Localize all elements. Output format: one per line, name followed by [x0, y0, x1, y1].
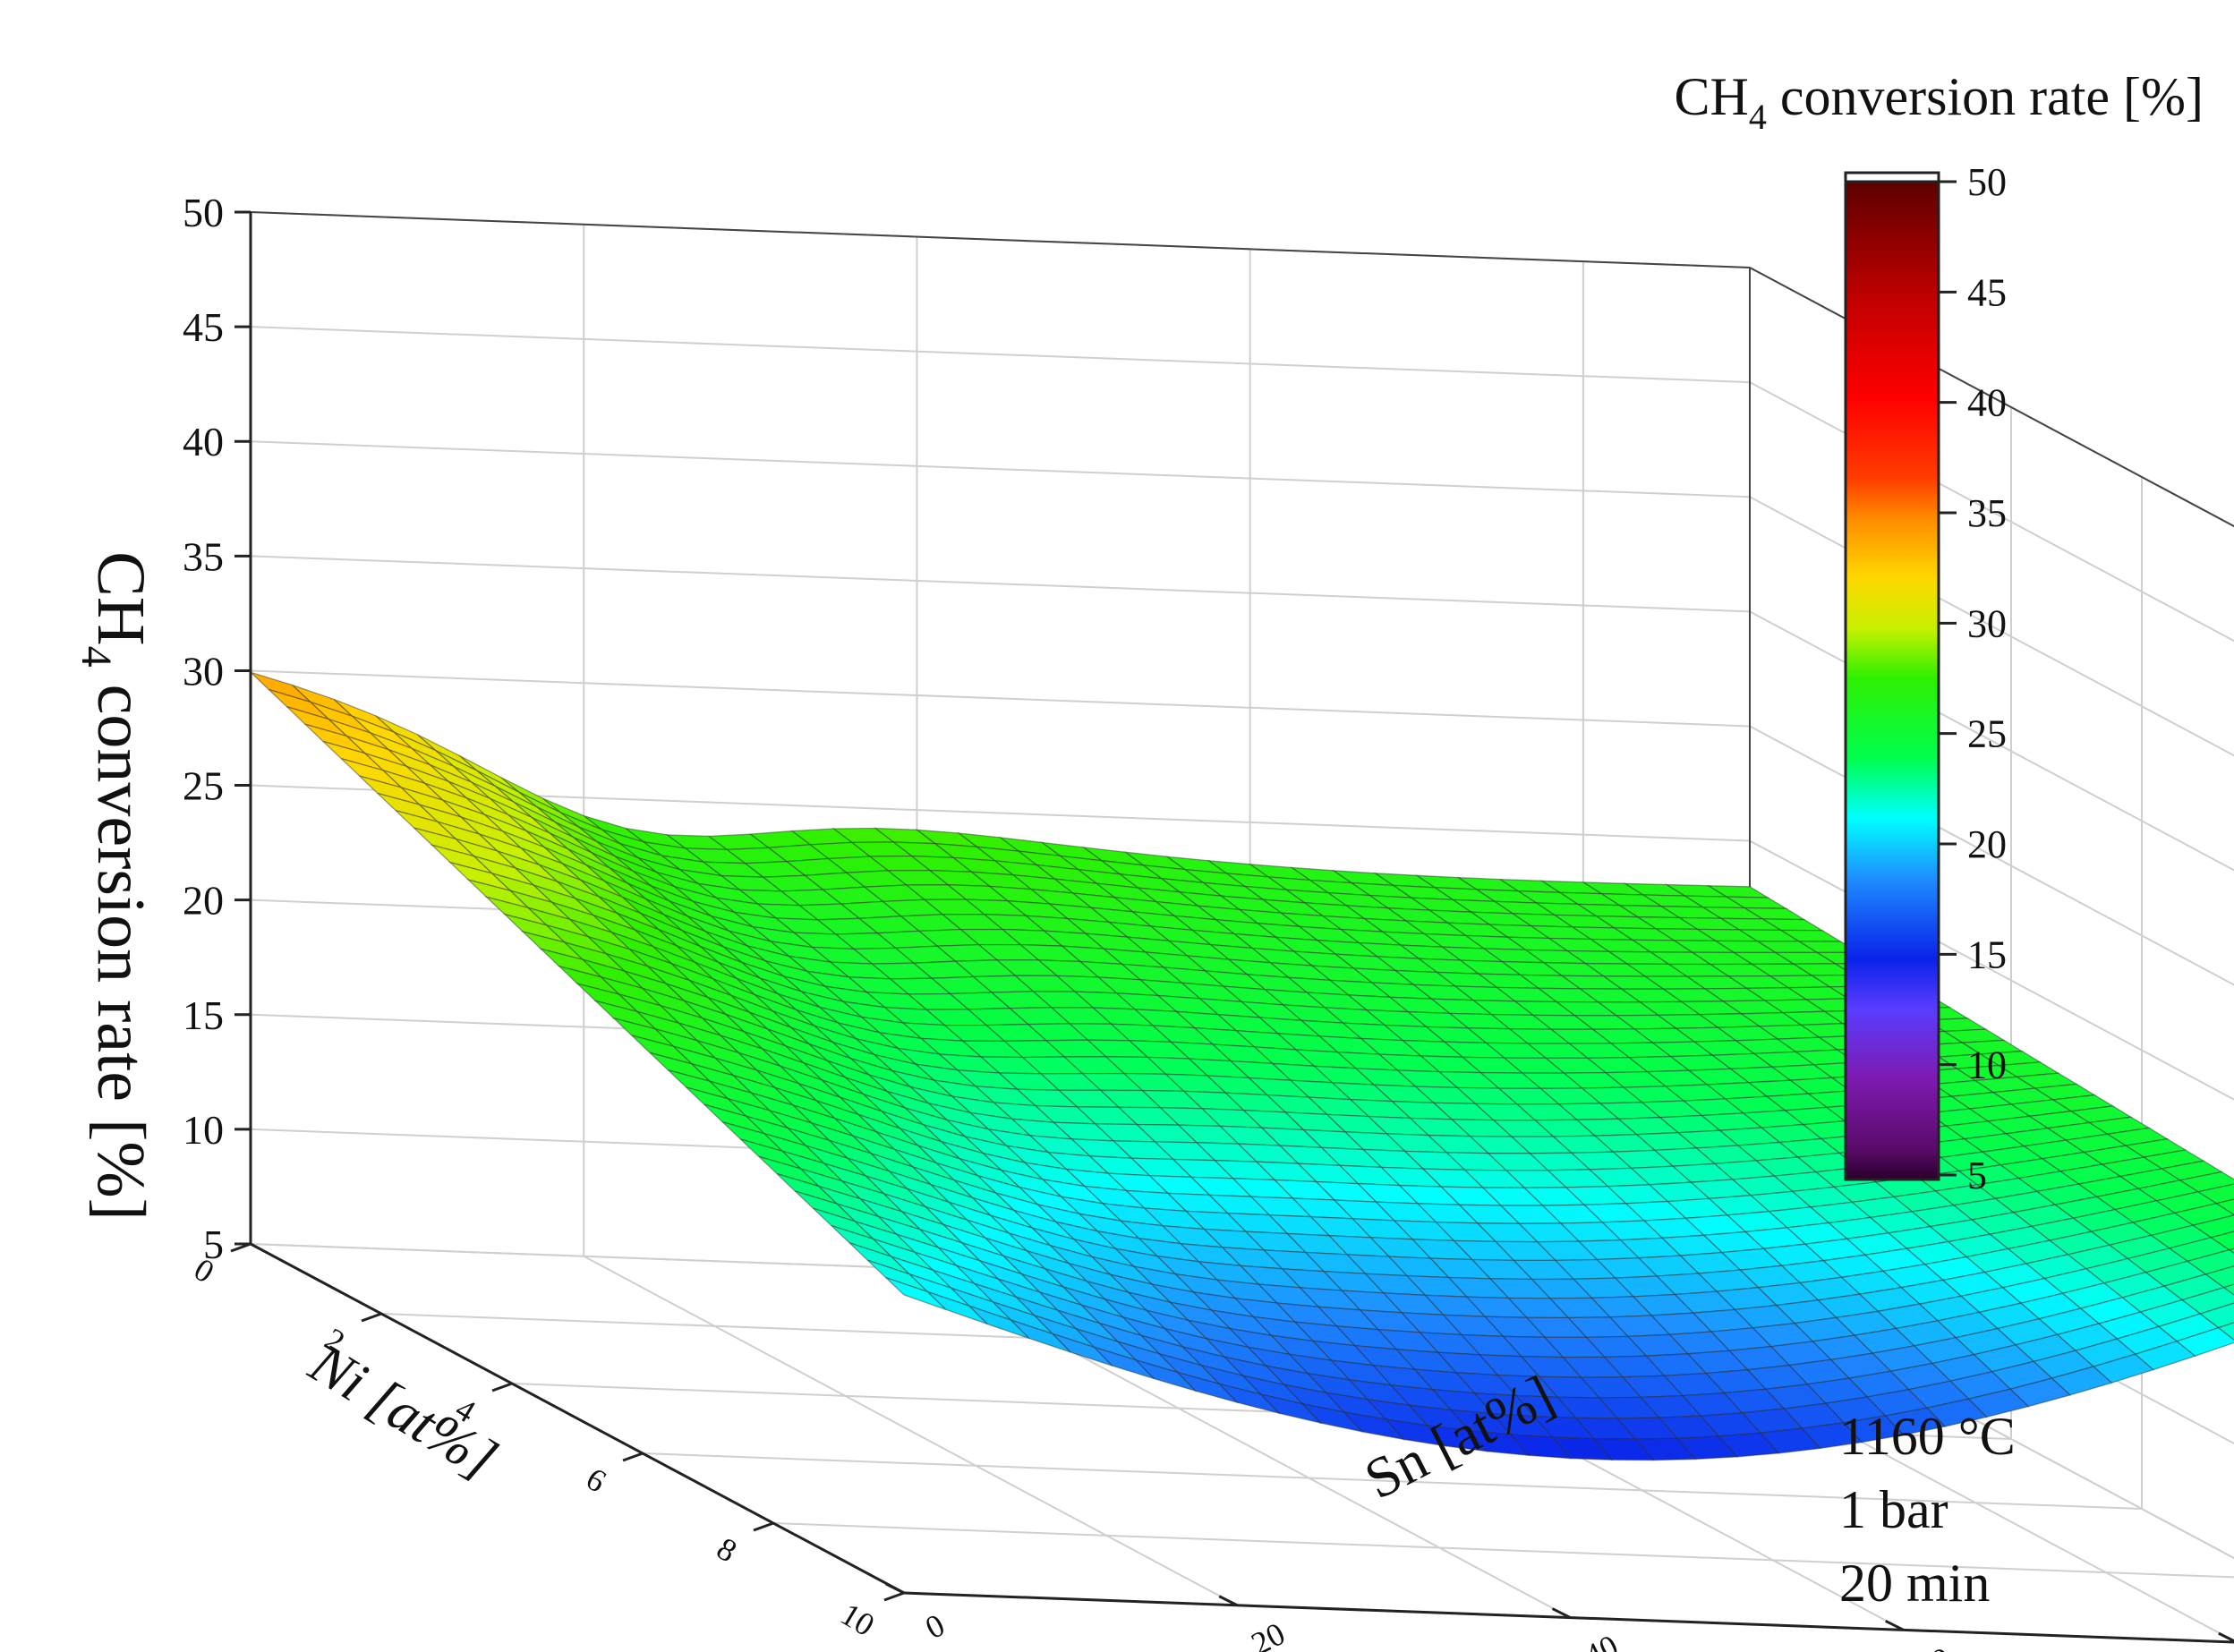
x-tick: [883, 1591, 905, 1602]
x-axis-label: Ni [at%]: [299, 1331, 508, 1492]
x-tick-label: 10: [834, 1596, 880, 1643]
x-tick: [491, 1382, 513, 1392]
condition-temperature: 1160 °C: [1839, 1407, 2016, 1466]
colorbar-tick-label: 50: [1967, 160, 2007, 204]
surface-patch: [2051, 1366, 2113, 1396]
grid-line: [250, 440, 1751, 498]
surface-patch: [1010, 1319, 1071, 1353]
y-tick-label: 0: [919, 1606, 950, 1646]
colorbar-tick-label: 15: [1967, 932, 2007, 976]
colorbar-tick-label: 25: [1967, 712, 2007, 756]
surface-patch: [2186, 1248, 2234, 1275]
y-tick-label: 60: [1912, 1640, 1957, 1652]
z-tick-label: 10: [183, 1107, 224, 1153]
z-tick-label: 5: [203, 1222, 224, 1267]
surface-patch: [1967, 1388, 2030, 1418]
box-edge: [1749, 267, 2234, 528]
surface-patch: [1052, 1333, 1113, 1367]
colorbar-top-cap: [1844, 171, 1940, 183]
z-tick-label: 40: [183, 419, 224, 464]
grid-line: [1749, 496, 2234, 757]
colorbar-tick-label: 40: [1967, 381, 2007, 425]
surface-patch: [2204, 1265, 2234, 1289]
grid-line: [250, 555, 1751, 613]
surface-patch: [2008, 1377, 2072, 1408]
x-tick: [361, 1312, 382, 1323]
colorbar-tick-label: 30: [1967, 601, 2007, 645]
z-tick-label: 25: [183, 763, 224, 809]
grid-line: [250, 669, 1751, 728]
surface-layer: [250, 671, 2234, 1461]
x-tick: [753, 1521, 774, 1532]
surface-patch: [1759, 1427, 1821, 1454]
colorbar-tick-label: 35: [1967, 491, 2007, 535]
z-tick-label: 20: [183, 878, 224, 924]
y-tick-label: 20: [1246, 1615, 1291, 1652]
x-tick-label: 6: [580, 1460, 612, 1500]
x-tick-label: 8: [711, 1530, 743, 1570]
z-tick-label: 45: [183, 304, 224, 350]
colorbar-tick-label: 45: [1967, 270, 2007, 314]
surface-patch: [2191, 1214, 2234, 1239]
condition-pressure: 1 bar: [1839, 1480, 1948, 1539]
colorbar-title: CH4 conversion rate [%]: [1675, 67, 2204, 137]
x-tick-label: 0: [188, 1251, 220, 1290]
y-axis-line: [903, 1591, 2234, 1644]
grid-line: [1749, 381, 2234, 643]
surface-patch: [2092, 1353, 2155, 1384]
colorbar: [1844, 175, 1940, 1181]
surface-patch: [926, 1290, 988, 1325]
axis-layer: 51015202530354045500246810020406080: [183, 190, 2234, 1652]
z-tick-label: 35: [183, 533, 224, 579]
surface-patch: [2196, 1183, 2234, 1205]
surface-patch: [2228, 1248, 2234, 1255]
x-tick: [622, 1452, 644, 1462]
x-tick: [230, 1242, 252, 1253]
grid-line: [772, 1522, 2234, 1579]
surface-patch: [1717, 1432, 1780, 1458]
colorbar-tick-label: 20: [1967, 822, 2007, 866]
grid-line: [1749, 267, 2234, 528]
surface-patch: [1676, 1435, 1738, 1460]
colorbar-ticks: 5 10 15 20 25 30 35 40 45 50: [1939, 160, 2007, 1197]
grid-line: [642, 1452, 2143, 1510]
y-tick-label: 40: [1579, 1628, 1624, 1652]
surface-patch: [2217, 1322, 2234, 1341]
y-tick: [1551, 1607, 1572, 1619]
z-axis-label: CH4 conversion rate [%]: [72, 551, 158, 1221]
surface-patch: [885, 1276, 946, 1310]
surface-patch: [1093, 1346, 1155, 1380]
surface-patch: [1216, 1383, 1281, 1415]
y-tick: [1218, 1595, 1238, 1607]
z-tick-label: 50: [183, 190, 224, 235]
z-tick-label: 30: [183, 648, 224, 694]
surface-patch: [2222, 1283, 2234, 1296]
colorbar-tick-label: 5: [1967, 1154, 1987, 1197]
surface-patch: [1175, 1371, 1240, 1404]
surface-patch: [1800, 1422, 1863, 1450]
surface-patch: [2178, 1171, 2234, 1193]
y-tick: [1884, 1619, 1905, 1631]
grid-line: [583, 1255, 1238, 1606]
surface-patch: [1884, 1407, 1947, 1436]
condition-time: 20 min: [1839, 1554, 1990, 1613]
grid-line: [1749, 610, 2234, 872]
box-edge: [250, 211, 1751, 268]
grid-line: [250, 326, 1751, 384]
colorbar-tick-label: 10: [1967, 1043, 2007, 1087]
surface-patch: [2198, 1302, 2234, 1329]
surface-patch: [1925, 1398, 1988, 1427]
surface-patch: [1133, 1358, 1198, 1392]
x-axis-line: [250, 1242, 905, 1595]
surface-patch: [2209, 1230, 2234, 1251]
z-tick-label: 15: [183, 992, 224, 1038]
y-tick: [885, 1582, 905, 1595]
surface-patch: [2173, 1203, 2234, 1226]
